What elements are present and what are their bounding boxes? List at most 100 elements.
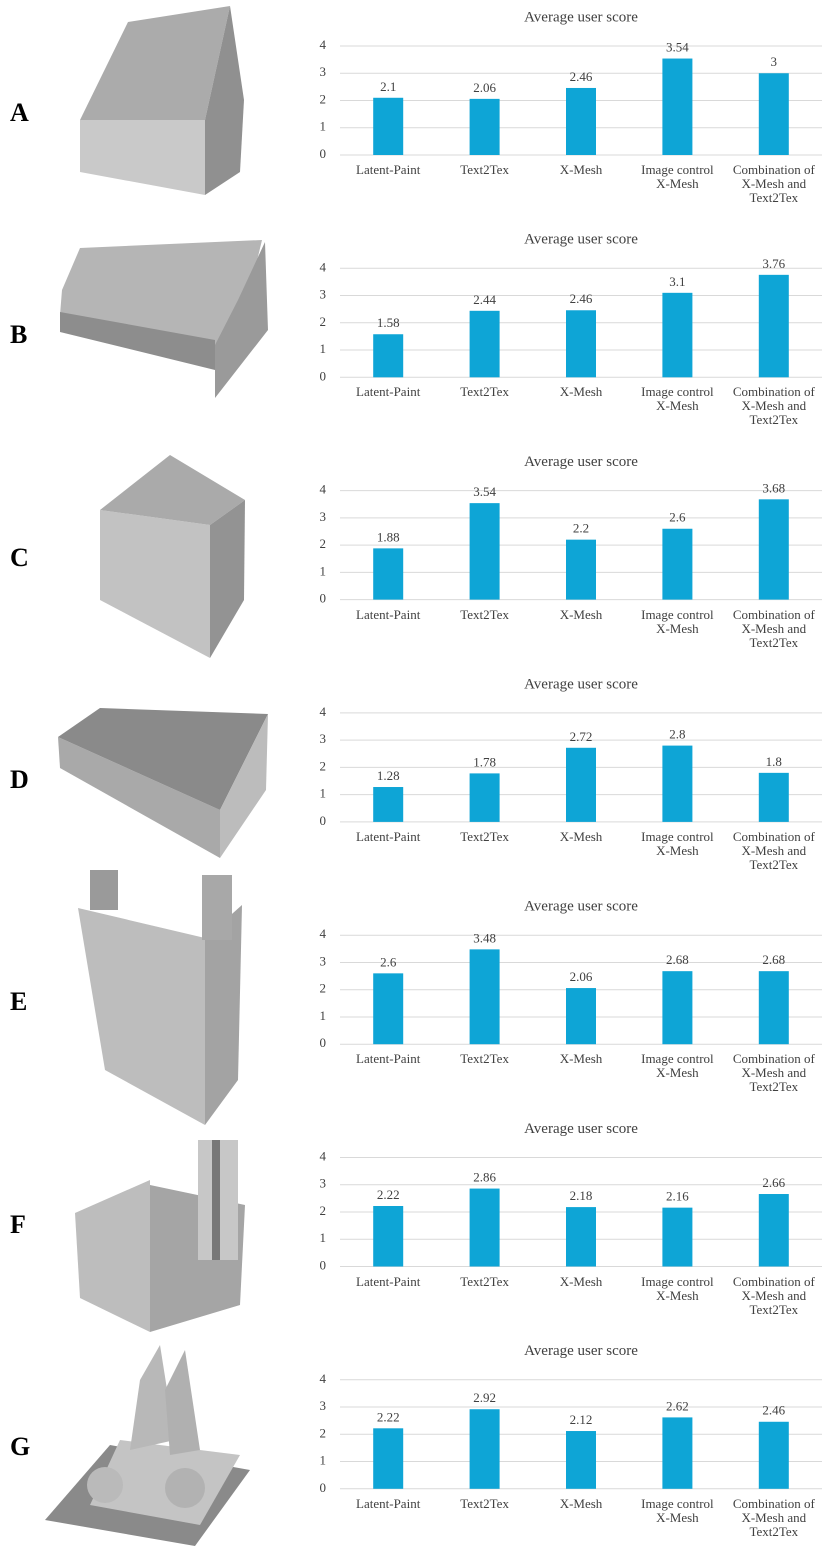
data-label: 3.76	[762, 256, 785, 271]
x-tick-label: X-Mesh	[540, 608, 622, 622]
x-tick-label: Latent-Paint	[347, 830, 429, 844]
bar	[470, 1409, 500, 1489]
y-tick-label: 1	[320, 1008, 327, 1023]
chart-title: Average user score	[524, 9, 638, 25]
data-label: 2.22	[377, 1187, 400, 1202]
y-tick-label: 0	[320, 1257, 327, 1272]
x-tick-label: Text2Tex	[444, 163, 526, 177]
row-label: F	[10, 1210, 40, 1240]
data-label: 2.22	[377, 1409, 400, 1424]
y-tick-label: 2	[320, 1203, 327, 1218]
x-tick-label: Combination of X-Mesh and Text2Tex	[733, 1275, 815, 1317]
y-tick-label: 3	[320, 1176, 327, 1191]
x-tick-label: X-Mesh	[540, 830, 622, 844]
x-tick-label: Text2Tex	[444, 608, 526, 622]
data-label: 1.78	[473, 754, 496, 769]
y-tick-label: 1	[320, 119, 327, 134]
row-label: B	[10, 320, 40, 350]
x-tick-label: Combination of X-Mesh and Text2Tex	[733, 1052, 815, 1094]
data-label: 2.46	[570, 69, 593, 84]
bar	[566, 1431, 596, 1489]
row-label: D	[10, 765, 40, 795]
bar	[662, 971, 692, 1044]
y-tick-label: 0	[320, 1480, 327, 1495]
data-label: 2.68	[762, 952, 785, 967]
x-tick-label: X-Mesh	[540, 163, 622, 177]
data-label: 2.06	[570, 969, 593, 984]
x-tick-label: Image control X-Mesh	[636, 1052, 718, 1080]
bar	[759, 73, 789, 155]
x-tick-label: Latent-Paint	[347, 385, 429, 399]
y-tick-label: 0	[320, 591, 327, 606]
x-tick-label: Text2Tex	[444, 830, 526, 844]
y-tick-label: 1	[320, 1230, 327, 1245]
chart-title: Average user score	[524, 454, 638, 470]
y-tick-label: 0	[320, 146, 327, 161]
data-label: 2.46	[762, 1403, 785, 1418]
data-label: 2.06	[473, 80, 496, 95]
model-c	[100, 455, 245, 658]
y-tick-label: 2	[320, 1425, 327, 1440]
x-tick-label: Combination of X-Mesh and Text2Tex	[733, 1497, 815, 1539]
bar	[566, 540, 596, 600]
bar	[470, 503, 500, 599]
x-tick-label: Latent-Paint	[347, 163, 429, 177]
y-tick-label: 4	[320, 704, 327, 719]
x-tick-label: Image control X-Mesh	[636, 385, 718, 413]
row-label: G	[10, 1432, 40, 1462]
data-label: 2.2	[573, 521, 589, 536]
model-e	[78, 870, 242, 1125]
x-tick-label: Latent-Paint	[347, 1052, 429, 1066]
data-label: 2.92	[473, 1390, 496, 1405]
bar	[373, 1206, 403, 1266]
data-label: 3.68	[762, 480, 785, 495]
y-tick-label: 3	[320, 953, 327, 968]
model-b	[60, 240, 268, 398]
y-tick-label: 0	[320, 813, 327, 828]
bar	[470, 99, 500, 155]
bar	[662, 293, 692, 377]
y-tick-label: 4	[320, 482, 327, 497]
data-label: 2.86	[473, 1170, 496, 1185]
bar	[566, 988, 596, 1044]
bar	[566, 1207, 596, 1266]
data-label: 2.12	[570, 1412, 593, 1427]
data-label: 2.72	[570, 729, 593, 744]
y-tick-label: 3	[320, 731, 327, 746]
bar	[373, 548, 403, 599]
x-tick-label: Text2Tex	[444, 1497, 526, 1511]
bar	[759, 773, 789, 822]
row-label: C	[10, 543, 40, 573]
row-label: A	[10, 98, 40, 128]
data-label: 3.54	[666, 40, 689, 55]
data-label: 2.6	[669, 510, 686, 525]
x-tick-label: Combination of X-Mesh and Text2Tex	[733, 385, 815, 427]
figure: Average user score012342.12.062.463.543A…	[0, 0, 822, 1556]
y-tick-label: 1	[320, 786, 327, 801]
row-label: E	[10, 987, 40, 1017]
chart: Average user score012342.12.062.463.543A…	[0, 0, 822, 1556]
model-a	[80, 6, 244, 195]
bar	[566, 88, 596, 155]
model-g	[45, 1345, 250, 1546]
x-tick-label: Image control X-Mesh	[636, 830, 718, 858]
data-label: 2.16	[666, 1189, 689, 1204]
y-tick-label: 3	[320, 64, 327, 79]
bar	[373, 98, 403, 155]
y-tick-label: 1	[320, 1453, 327, 1468]
data-label: 2.44	[473, 292, 496, 307]
data-label: 2.8	[669, 727, 685, 742]
data-label: 2.66	[762, 1175, 785, 1190]
bar	[759, 275, 789, 377]
bar	[470, 1189, 500, 1267]
y-tick-label: 4	[320, 37, 327, 52]
x-tick-label: Combination of X-Mesh and Text2Tex	[733, 830, 815, 872]
bar	[759, 499, 789, 599]
x-tick-label: Image control X-Mesh	[636, 163, 718, 191]
y-tick-label: 2	[320, 758, 327, 773]
chart-title: Average user score	[524, 232, 638, 248]
data-label: 1.58	[377, 315, 400, 330]
x-tick-label: X-Mesh	[540, 1497, 622, 1511]
data-label: 3.54	[473, 484, 496, 499]
data-label: 2.18	[570, 1188, 593, 1203]
